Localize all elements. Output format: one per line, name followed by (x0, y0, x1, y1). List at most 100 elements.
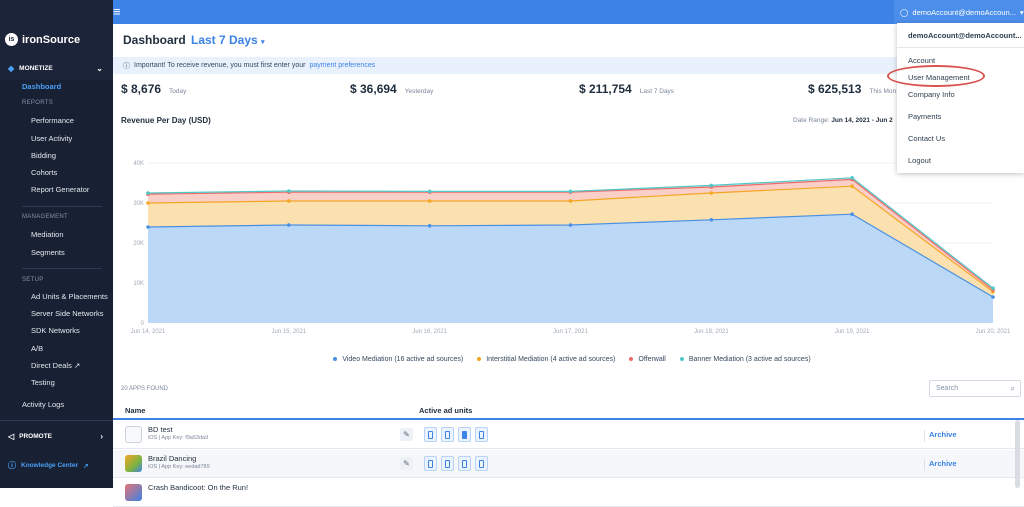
top-bar: ≡ ◯ demoAccount@demoAccoun... ▾ (113, 0, 1024, 24)
interstitial-icon[interactable] (441, 427, 454, 442)
highlight-circle (887, 65, 985, 87)
nav-segments[interactable]: Segments (31, 248, 65, 257)
date-range-caption: Date Range: (793, 117, 830, 124)
kpi-label: Today (169, 88, 187, 95)
nav-ad-units[interactable]: Ad Units & Placements (31, 292, 108, 301)
nav-dashboard[interactable]: Dashboard (22, 82, 62, 91)
interstitial-icon[interactable] (441, 456, 454, 471)
data-point (568, 223, 573, 227)
banner-icon[interactable] (475, 427, 488, 442)
data-point (427, 199, 432, 203)
col-name: Name (125, 406, 146, 415)
legend-item[interactable]: Video Mediation (16 active ad sources) (333, 356, 463, 363)
menu-item-company-info[interactable]: Company Info (908, 90, 955, 99)
menu-item-payments[interactable]: Payments (908, 112, 942, 121)
account-menu-button[interactable]: ◯ demoAccount@demoAccoun... ▾ (894, 0, 1024, 24)
brand-name: ironSource (22, 33, 81, 46)
account-name: demoAccount@demoAccoun... (912, 7, 1016, 17)
legend-item[interactable]: Banner Mediation (3 active ad sources) (679, 356, 811, 363)
info-icon: ⓘ (8, 461, 16, 470)
divider (22, 268, 102, 269)
section-label: MONETIZE (19, 65, 53, 72)
app-icon (125, 484, 142, 501)
app-name: BD test (148, 425, 173, 434)
offerwall-icon[interactable] (458, 427, 471, 442)
brand-logo[interactable]: is ironSource (5, 33, 80, 46)
edit-icon[interactable]: ✎ (400, 457, 413, 470)
divider (0, 420, 113, 421)
series-area (148, 214, 993, 323)
data-point (709, 191, 714, 195)
nav-performance[interactable]: Performance (31, 116, 74, 125)
table-row[interactable]: Brazil Dancing iOS | App Key: eedad789 ✎… (113, 450, 1024, 478)
section-knowledge-center[interactable]: ⓘ Knowledge Center ↗ (0, 460, 113, 471)
legend-label: Banner Mediation (3 active ad sources) (688, 356, 811, 363)
kpi-label: Yesterday (404, 88, 434, 95)
chevron-down-icon: ▾ (261, 39, 265, 46)
nav-testing[interactable]: Testing (31, 378, 55, 387)
chevron-down-icon: ⌄ (96, 64, 103, 73)
nav-direct-deals[interactable]: Direct Deals ↗ (31, 361, 80, 370)
section-promote[interactable]: ◁ PROMOTE › (0, 432, 113, 441)
data-point (991, 295, 995, 299)
nav-ab[interactable]: A/B (31, 344, 44, 353)
chevron-right-icon: › (100, 432, 103, 441)
nav-cohorts[interactable]: Cohorts (31, 168, 58, 177)
scrollbar[interactable] (1015, 420, 1020, 488)
y-tick-label: 40K (133, 161, 144, 167)
nav-bidding[interactable]: Bidding (31, 151, 57, 160)
menu-item-account[interactable]: Account (908, 56, 936, 65)
notice-text: Important! To receive revenue, you must … (134, 62, 306, 69)
data-point (568, 189, 573, 194)
nav-server-side-networks[interactable]: Server Side Networks (31, 309, 104, 318)
offerwall-icon[interactable] (458, 456, 471, 471)
data-point (850, 212, 854, 216)
search-input[interactable]: Search ⌕ (929, 380, 1021, 397)
data-point (146, 201, 150, 205)
divider (897, 47, 1024, 48)
legend-item[interactable]: Offerwall (629, 356, 666, 363)
nav-mediation[interactable]: Mediation (31, 230, 64, 239)
archive-link[interactable]: Archive (924, 459, 957, 471)
x-tick-label: Jun 17, 2021 (553, 329, 588, 335)
rewarded-video-icon[interactable] (424, 427, 437, 442)
legend-label: Interstitial Mediation (4 active ad sour… (486, 356, 616, 363)
data-point (146, 225, 150, 229)
menu-item-contact-us[interactable]: Contact Us (908, 134, 946, 143)
legend-dot (333, 357, 338, 362)
x-tick-label: Jun 20, 2021 (976, 329, 1011, 335)
section-monetize[interactable]: ◆ MONETIZE ⌄ (0, 64, 113, 73)
data-point (850, 184, 854, 188)
x-tick-label: Jun 19, 2021 (835, 329, 870, 335)
data-point (146, 191, 150, 195)
nav-report-generator[interactable]: Report Generator (31, 185, 90, 194)
dropdown-header: demoAccount@demoAccount... (908, 31, 1022, 40)
nav-user-activity[interactable]: User Activity (31, 134, 73, 143)
revenue-chart: 0 10K 20K 30K 40K Jun 14, 2021 Jun 15, 2021 Jun… (131, 161, 1011, 335)
diamond-icon: ◆ (8, 64, 15, 73)
chart-date-range: Date Range: Jun 14, 2021 - Jun 2 (793, 117, 893, 124)
banner-icon[interactable] (475, 456, 488, 471)
kpi-this-month: $ 625,513 This Mon (808, 82, 896, 96)
table-row[interactable]: BD test iOS | App Key: f9a53da9 ✎ Archiv… (113, 421, 1024, 449)
menu-icon[interactable]: ≡ (113, 4, 121, 19)
app-key: iOS | App Key: f9a53da9 (148, 435, 209, 441)
nav-activity-logs[interactable]: Activity Logs (22, 400, 65, 409)
table-row[interactable]: Crash Bandicoot: On the Run! (113, 479, 1024, 507)
y-tick-label: 20K (133, 241, 144, 247)
ad-units (424, 427, 488, 442)
search-icon: ⌕ (1010, 383, 1015, 393)
nav-sdk-networks[interactable]: SDK Networks (31, 326, 80, 335)
nav-label: Direct Deals (31, 361, 72, 370)
external-link-icon: ↗ (83, 462, 89, 470)
edit-icon[interactable]: ✎ (400, 428, 413, 441)
legend-item[interactable]: Interstitial Mediation (4 active ad sour… (477, 356, 615, 363)
date-range-selector[interactable]: Last 7 Days ▾ (191, 33, 265, 47)
group-reports: REPORTS (22, 100, 53, 106)
rewarded-video-icon[interactable] (424, 456, 437, 471)
payment-preferences-link[interactable]: payment preferences (309, 62, 376, 69)
archive-link[interactable]: Archive (924, 430, 957, 442)
menu-item-logout[interactable]: Logout (908, 156, 931, 165)
data-point (287, 199, 291, 203)
kpi-today: $ 8,676 Today (121, 82, 186, 96)
